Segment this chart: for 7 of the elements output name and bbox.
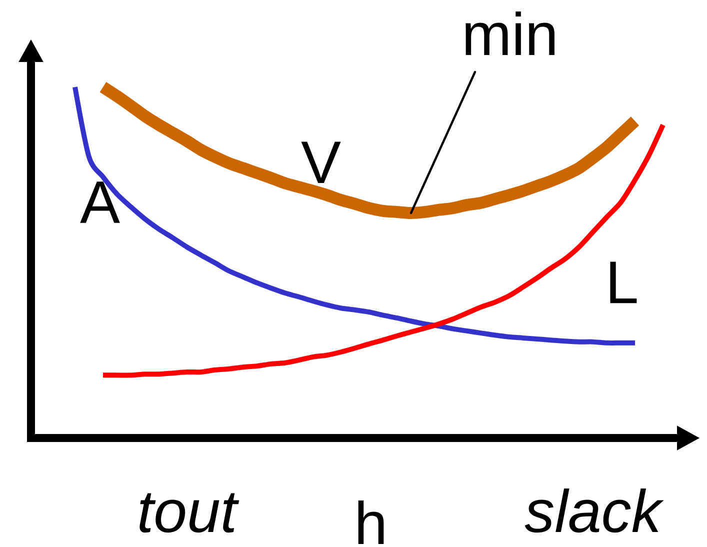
- series-label: V: [301, 142, 341, 184]
- text: min: [466, 12, 554, 55]
- series-label: A: [80, 182, 120, 223]
- x-axis-title: h: [358, 500, 384, 544]
- x-tick-label: tout: [140, 493, 240, 533]
- x-tick-label: slack: [524, 488, 664, 533]
- series-label: L: [610, 262, 637, 304]
